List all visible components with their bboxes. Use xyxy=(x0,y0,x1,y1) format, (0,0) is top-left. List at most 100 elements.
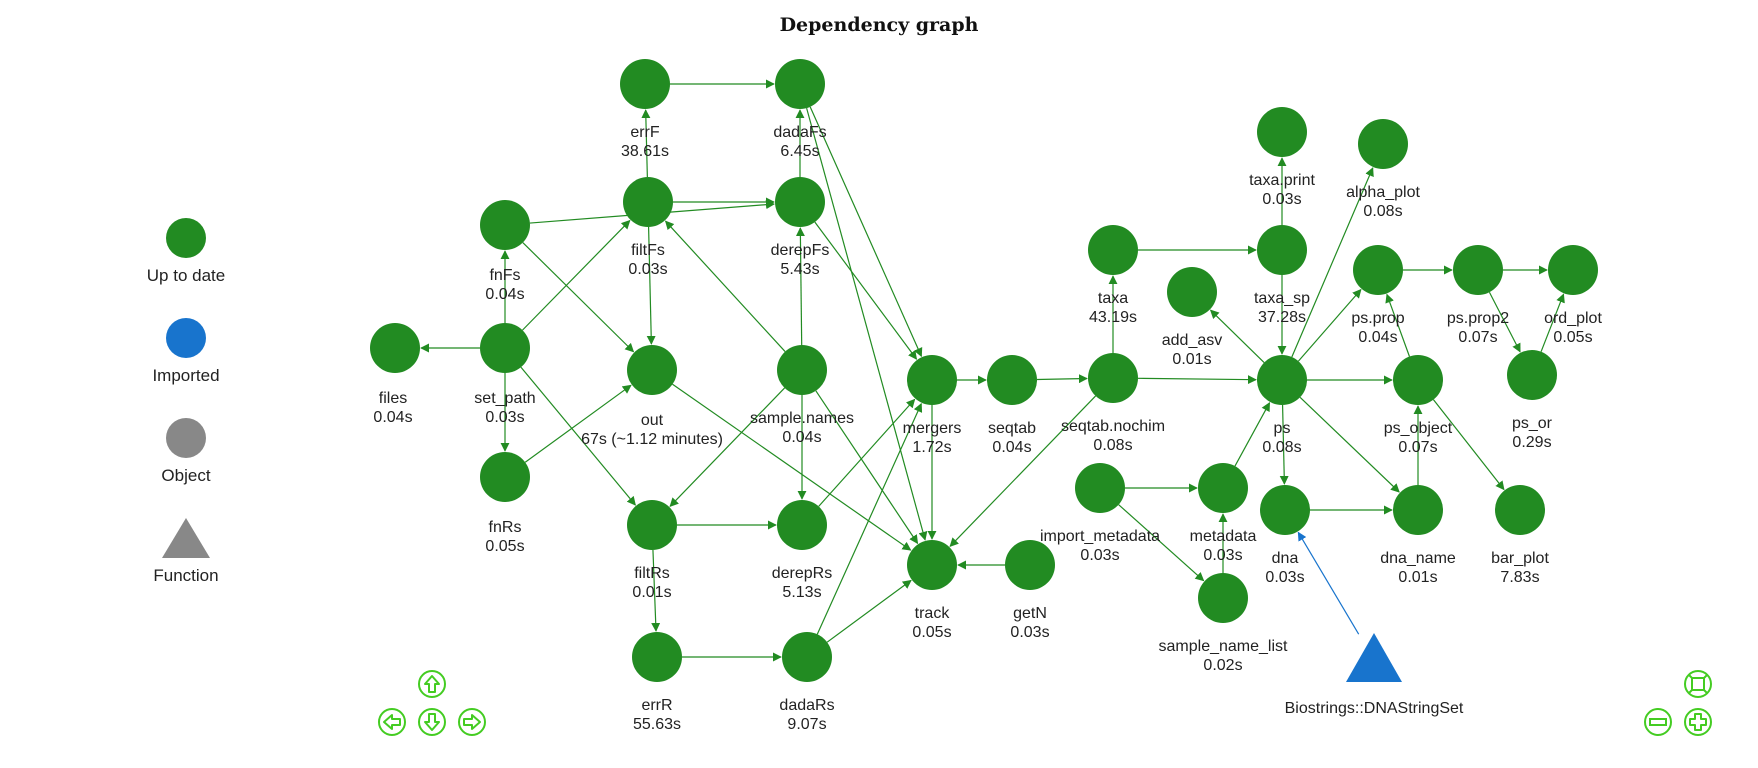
edge-fnFs-to-out xyxy=(522,242,635,353)
node-fnRs[interactable]: fnRs 0.05s xyxy=(480,452,530,555)
node-dadaRs[interactable]: dadaRs 9.07s xyxy=(779,632,835,733)
node-filtRs[interactable]: filtRs 0.01s xyxy=(627,500,677,601)
node-name-label: ps.prop xyxy=(1351,310,1404,327)
nav-left-button[interactable] xyxy=(376,706,408,738)
node-set_path[interactable]: set_path 0.03s xyxy=(474,323,536,426)
node-ps[interactable]: ps 0.08s xyxy=(1257,355,1307,456)
node-sample_names[interactable]: sample.names 0.04s xyxy=(750,345,854,446)
node-derepRs[interactable]: derepRs 5.13s xyxy=(772,500,832,601)
node-name-label: derepRs xyxy=(772,565,832,582)
node-alpha_plot[interactable]: alpha_plot 0.08s xyxy=(1346,119,1420,220)
node-name-label: set_path xyxy=(474,390,535,407)
node-errR[interactable]: errR 55.63s xyxy=(632,632,682,733)
edge-ps-to-alpha_plot xyxy=(1291,167,1374,358)
edge-sample_names-to-filtRs xyxy=(669,387,786,507)
legend-label: Object xyxy=(161,466,211,485)
edge-filtFs-to-errF xyxy=(641,109,651,178)
node-dadaFs[interactable]: dadaFs 6.45s xyxy=(773,59,827,160)
node-errF[interactable]: errF 38.61s xyxy=(620,59,670,160)
node-circle xyxy=(1453,245,1503,295)
legend-item-up-to-date: Up to date xyxy=(116,218,256,286)
node-time-label: 0.29s xyxy=(1512,434,1551,451)
edge-ps-to-dna_name xyxy=(1299,396,1400,493)
node-ps_prop[interactable]: ps.prop 0.04s xyxy=(1351,245,1405,346)
node-circle xyxy=(987,355,1037,405)
node-circle xyxy=(775,59,825,109)
node-circle xyxy=(1548,245,1598,295)
node-time-label: 0.03s xyxy=(1203,547,1242,564)
node-seqtab[interactable]: seqtab 0.04s xyxy=(987,355,1037,456)
node-bar_plot[interactable]: bar_plot 7.83s xyxy=(1491,485,1549,586)
node-name-label: getN xyxy=(1013,605,1047,622)
node-time-label: 55.63s xyxy=(633,716,681,733)
node-ps_or[interactable]: ps_or 0.29s xyxy=(1507,350,1557,451)
node-circle xyxy=(1167,267,1217,317)
node-ps_object[interactable]: ps_object 0.07s xyxy=(1384,355,1453,456)
node-name-label: taxa_sp xyxy=(1254,290,1310,307)
node-import_metadata[interactable]: import_metadata 0.03s xyxy=(1040,463,1160,564)
node-seqtab_nochim[interactable]: seqtab.nochim 0.08s xyxy=(1061,353,1165,454)
node-taxa[interactable]: taxa 43.19s xyxy=(1088,225,1138,326)
legend-item-object: Object xyxy=(116,418,256,486)
zoom-fit-button[interactable] xyxy=(1682,668,1714,700)
node-ps_prop2[interactable]: ps.prop2 0.07s xyxy=(1447,245,1509,346)
node-out[interactable]: out 67s (~1.12 minutes) xyxy=(581,345,723,448)
edge-sample_names-to-track xyxy=(815,390,919,545)
node-name-label: seqtab xyxy=(988,420,1036,437)
nav-down-button[interactable] xyxy=(416,706,448,738)
node-files[interactable]: files 0.04s xyxy=(370,323,420,426)
edge-derepFs-to-mergers xyxy=(814,221,918,360)
node-taxa_print[interactable]: taxa.print 0.03s xyxy=(1249,107,1315,208)
node-track[interactable]: track 0.05s xyxy=(907,540,957,641)
node-sample_name_list[interactable]: sample_name_list 0.02s xyxy=(1159,573,1289,674)
node-mergers[interactable]: mergers 1.72s xyxy=(903,355,962,456)
node-name-label: ord_plot xyxy=(1544,310,1602,327)
node-name-label: sample.names xyxy=(750,410,854,427)
node-time-label: 0.04s xyxy=(1358,329,1397,346)
node-time-label: 6.45s xyxy=(780,143,819,160)
node-name-label: alpha_plot xyxy=(1346,184,1420,201)
node-dna[interactable]: dna 0.03s xyxy=(1260,485,1310,586)
node-time-label: 0.04s xyxy=(485,286,524,303)
node-dna_name[interactable]: dna_name 0.01s xyxy=(1380,485,1456,586)
nav-right-button[interactable] xyxy=(456,706,488,738)
node-time-label: 0.08s xyxy=(1363,203,1402,220)
node-filtFs[interactable]: filtFs 0.03s xyxy=(623,177,673,278)
node-taxa_sp[interactable]: taxa_sp 37.28s xyxy=(1254,225,1310,326)
node-circle xyxy=(907,540,957,590)
node-derepFs[interactable]: derepFs 5.43s xyxy=(771,177,830,278)
node-name-label: mergers xyxy=(903,420,962,437)
zoom-out-button[interactable] xyxy=(1642,706,1674,738)
node-name-label: dna_name xyxy=(1380,550,1456,567)
node-add_asv[interactable]: add_asv 0.01s xyxy=(1162,267,1223,368)
node-circle xyxy=(1088,353,1138,403)
node-time-label: 0.04s xyxy=(782,429,821,446)
fit-screen-icon xyxy=(1684,670,1712,698)
node-ord_plot[interactable]: ord_plot 0.05s xyxy=(1544,245,1602,346)
arrow-down-icon xyxy=(418,708,446,736)
legend-label: Up to date xyxy=(146,266,226,285)
edge-set_path-to-filtFs xyxy=(522,219,631,331)
edge-dadaRs-to-mergers xyxy=(816,402,923,635)
arrow-right-icon xyxy=(458,708,486,736)
node-circle xyxy=(623,177,673,227)
node-name-label: fnRs xyxy=(489,519,522,536)
zoom-in-button[interactable] xyxy=(1682,706,1714,738)
node-time-label: 0.07s xyxy=(1458,329,1497,346)
node-circle xyxy=(1353,245,1403,295)
edge-sample_names-to-derepFs xyxy=(795,227,805,346)
node-metadata[interactable]: metadata 0.03s xyxy=(1190,463,1257,564)
nav-up-button[interactable] xyxy=(416,668,448,700)
node-getN[interactable]: getN 0.03s xyxy=(1005,540,1055,641)
edge-import_metadata-to-sample_name_list xyxy=(1118,504,1205,582)
node-name-label: taxa.print xyxy=(1249,172,1315,189)
node-name-label: import_metadata xyxy=(1040,528,1160,545)
node-circle xyxy=(1393,355,1443,405)
node-biostrings[interactable]: Biostrings::DNAStringSet xyxy=(1285,633,1464,717)
node-time-label: 0.05s xyxy=(912,624,951,641)
node-time-label: 0.07s xyxy=(1398,439,1437,456)
node-circle xyxy=(777,345,827,395)
node-time-label: 0.08s xyxy=(1262,439,1301,456)
node-fnFs[interactable]: fnFs 0.04s xyxy=(480,200,530,303)
